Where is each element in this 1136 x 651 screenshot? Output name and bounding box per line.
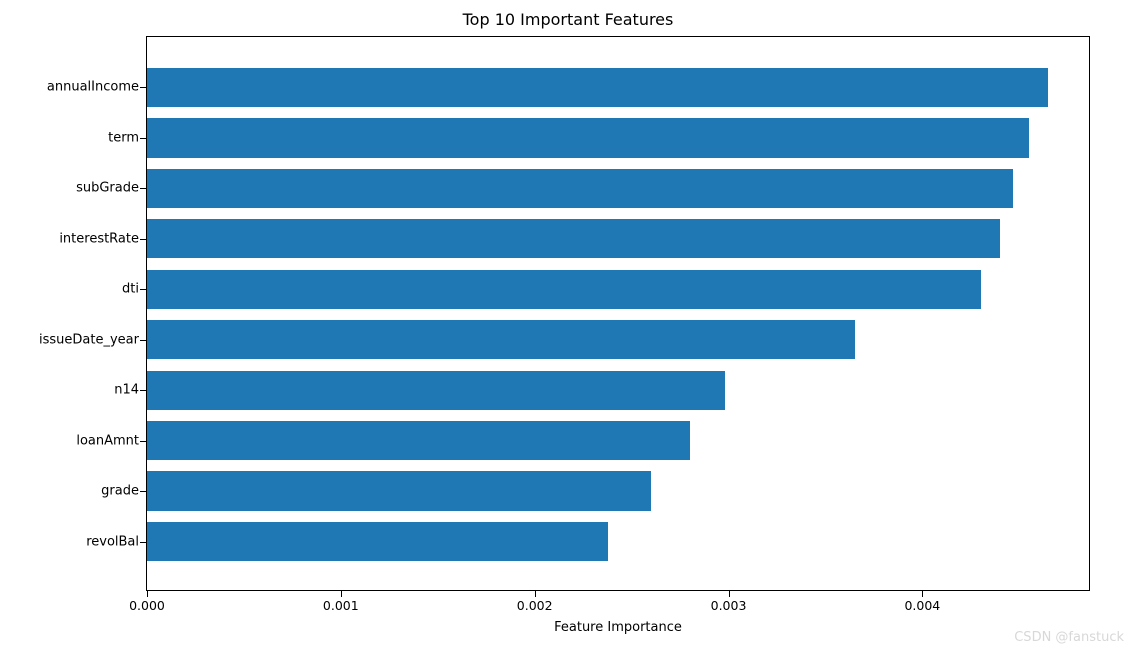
chart-title: Top 10 Important Features xyxy=(0,10,1136,29)
y-tick-mark xyxy=(140,542,146,543)
y-tick-label: interestRate xyxy=(59,231,147,246)
x-tick-mark xyxy=(729,591,730,597)
y-tick-label: loanAmnt xyxy=(76,433,147,448)
y-tick-mark xyxy=(140,87,146,88)
bar xyxy=(147,421,690,460)
x-tick-mark xyxy=(341,591,342,597)
bar xyxy=(147,371,725,410)
y-tick-label: revolBal xyxy=(86,534,147,549)
chart-container: Top 10 Important Features Feature Import… xyxy=(0,0,1136,651)
bar xyxy=(147,68,1048,107)
y-tick-mark xyxy=(140,239,146,240)
y-tick-mark xyxy=(140,491,146,492)
y-tick-mark xyxy=(140,390,146,391)
x-tick-mark xyxy=(922,591,923,597)
bar xyxy=(147,169,1013,208)
y-tick-mark xyxy=(140,138,146,139)
bar xyxy=(147,522,608,561)
y-tick-mark xyxy=(140,289,146,290)
bar xyxy=(147,118,1029,157)
x-tick-label: 0.003 xyxy=(711,598,747,613)
x-tick-label: 0.004 xyxy=(904,598,940,613)
x-tick-label: 0.001 xyxy=(323,598,359,613)
bar xyxy=(147,471,651,510)
watermark-text: CSDN @fanstuck xyxy=(1014,630,1124,645)
bar xyxy=(147,270,981,309)
plot-area: Feature Importance annualIncometermsubGr… xyxy=(146,36,1090,591)
y-tick-mark xyxy=(140,188,146,189)
bar xyxy=(147,320,855,359)
bar xyxy=(147,219,1000,258)
x-tick-label: 0.000 xyxy=(129,598,165,613)
x-tick-mark xyxy=(535,591,536,597)
x-tick-label: 0.002 xyxy=(517,598,553,613)
y-tick-label: annualIncome xyxy=(47,80,147,95)
y-tick-label: issueDate_year xyxy=(39,332,147,347)
x-tick-mark xyxy=(147,591,148,597)
y-tick-label: subGrade xyxy=(76,181,147,196)
y-tick-mark xyxy=(140,340,146,341)
x-axis-label: Feature Importance xyxy=(147,620,1089,635)
y-tick-mark xyxy=(140,441,146,442)
